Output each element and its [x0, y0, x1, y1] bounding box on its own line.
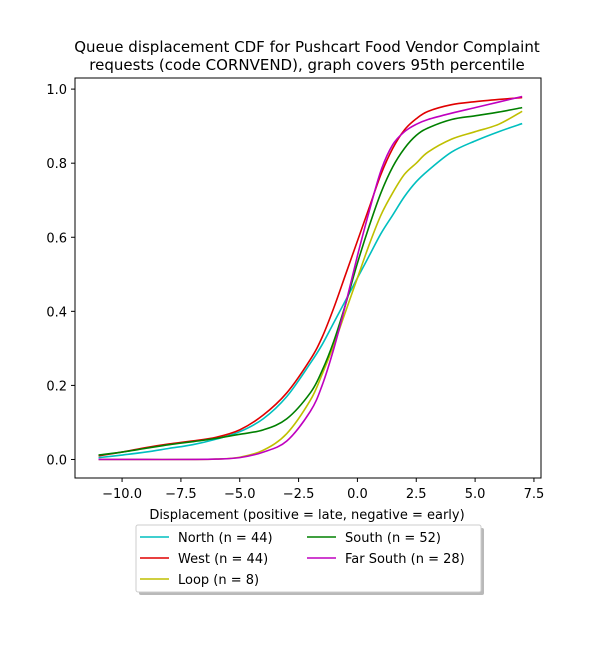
x-tick-label: −10.0	[102, 487, 142, 502]
legend-label-2: West (n = 44)	[178, 552, 268, 567]
x-tick-label: 0.0	[347, 487, 368, 502]
series-line-1	[98, 122, 523, 459]
x-tick-label: 7.5	[524, 487, 545, 502]
legend-label-4: South (n = 52)	[345, 531, 441, 546]
x-tick-label: 5.0	[465, 487, 486, 502]
x-tick-label: 2.5	[406, 487, 427, 502]
y-tick-label: 0.2	[46, 379, 67, 394]
y-tick-label: 0.8	[46, 157, 67, 172]
axes-frame	[74, 77, 542, 479]
x-tick-label: −7.5	[165, 487, 197, 502]
chart-title-line-1: Queue displacement CDF for Pushcart Food…	[74, 38, 540, 56]
legend-label-3: Loop (n = 8)	[178, 573, 259, 588]
legend: North (n = 44) West (n = 44) Loop (n = 8) S…	[135, 524, 484, 595]
series-line-5	[98, 95, 523, 461]
y-tick-label: 0.4	[46, 305, 67, 320]
chart-title-line-2: requests (code CORNVEND), graph covers 9…	[89, 56, 524, 74]
y-tick-label: 0.0	[46, 453, 67, 468]
x-axis-label: Displacement (positive = late, negative …	[149, 508, 464, 523]
y-tick-label: 0.6	[46, 231, 67, 246]
legend-label-5: Far South (n = 28)	[345, 552, 465, 567]
x-tick-label: −2.5	[283, 487, 315, 502]
legend-label-1: North (n = 44)	[178, 531, 273, 546]
series-line-4	[98, 106, 523, 456]
plot-area: −10.0 −7.5 −5.0 −2.5 0.0 2.5 5.0 7.5 0.0 0.2 0.4 0.…	[46, 77, 545, 502]
x-tick-label: −5.0	[224, 487, 256, 502]
y-tick-label: 1.0	[46, 83, 67, 98]
